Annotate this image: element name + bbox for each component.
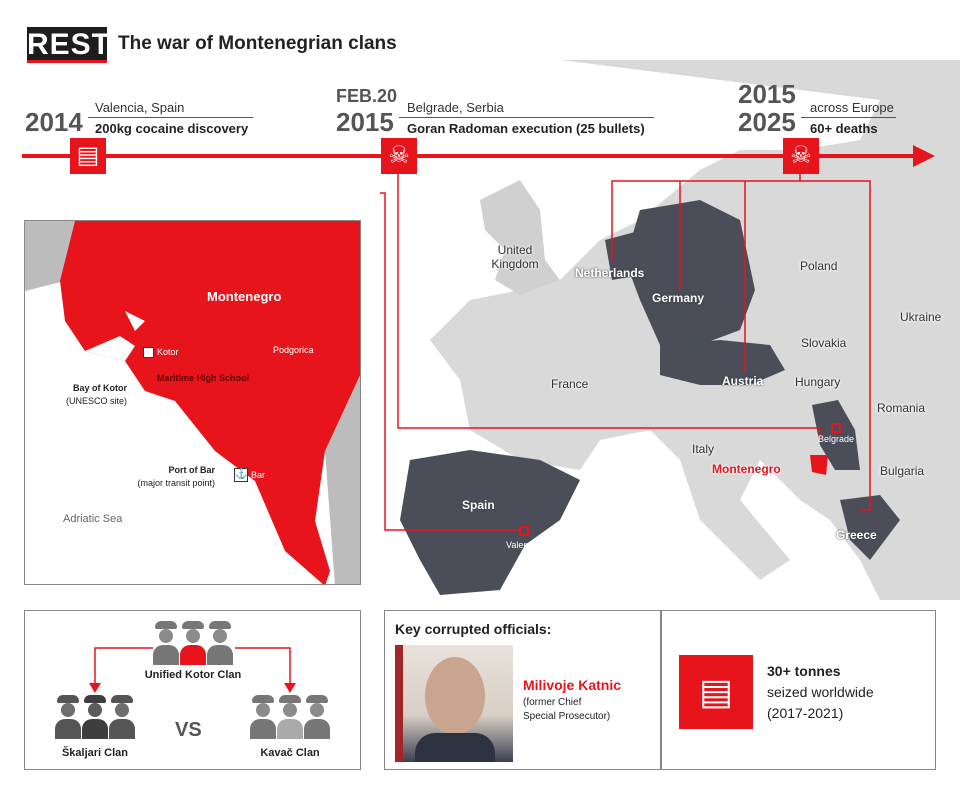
kavac-clan-label: Kavač Clan	[260, 747, 320, 759]
label-bay-note: (UNESCO site)	[65, 396, 127, 406]
label-bar: Bar	[251, 470, 266, 480]
label-greece: Greece	[836, 528, 877, 542]
label-port-of-bar: Port of Bar	[168, 465, 215, 475]
serbia-shape	[812, 400, 860, 470]
montenegro-shape	[810, 455, 828, 475]
label-podgorica: Podgorica	[273, 345, 314, 355]
label-kotor: Kotor	[157, 347, 179, 357]
label-poland: Poland	[800, 259, 838, 273]
unified-clan-label: Unified Kotor Clan	[144, 669, 242, 681]
timeline-arrow-icon	[913, 145, 935, 167]
official-role-line2: Special Prosecutor)	[523, 711, 611, 722]
label-valencia: Valencia	[506, 540, 540, 550]
skull-icon: ☠	[783, 138, 819, 174]
uk-shape	[480, 180, 560, 295]
label-port-note: (major transit point)	[137, 478, 215, 488]
label-france: France	[551, 377, 589, 391]
unified-clan-icon	[153, 621, 233, 665]
label-montenegro: Montenegro	[712, 462, 781, 476]
official-name: Milivoje Katnic	[523, 677, 622, 693]
label-ukraine: Ukraine	[900, 310, 942, 324]
label-slovakia: Slovakia	[801, 336, 847, 350]
spain-shape	[400, 450, 580, 595]
label-italy: Italy	[692, 442, 715, 456]
austria-shape	[660, 340, 785, 385]
label-maritime-school: Maritime High School	[157, 373, 250, 383]
seized-text: seized worldwide	[767, 684, 874, 700]
europe-map	[380, 60, 960, 620]
kavac-clan-icon	[250, 695, 330, 739]
seized-amount: 30+ tonnes	[767, 663, 841, 679]
netherlands-shape	[605, 232, 640, 280]
officials-heading: Key corrupted officials:	[395, 621, 552, 637]
seized-period: (2017-2021)	[767, 705, 844, 721]
school-icon	[143, 347, 154, 358]
germany-shape	[625, 200, 755, 345]
label-netherlands: Netherlands	[575, 266, 645, 280]
label-austria: Austria	[722, 374, 764, 388]
skaljari-clan-label: Škaljari Clan	[61, 747, 129, 759]
page-title: The war of Montenegrian clans	[118, 33, 397, 54]
timeline-event: 200kg cocaine discovery	[95, 121, 249, 136]
timeline-year: 2025	[738, 107, 796, 137]
divider	[660, 611, 662, 769]
rest-logo: REST	[27, 27, 112, 63]
anchor-icon: ⚓	[234, 468, 248, 482]
skaljari-clan-icon	[55, 695, 135, 739]
timeline-year: 2014	[25, 107, 83, 137]
timeline-line	[22, 154, 917, 158]
timeline-date: 2015	[738, 79, 796, 109]
timeline-year: 2015	[336, 107, 394, 137]
timeline-place: Belgrade, Serbia	[407, 100, 504, 115]
official-role-line1: (former Chief	[523, 697, 582, 708]
label-adriatic-sea: Adriatic Sea	[63, 513, 123, 525]
link-valencia	[380, 192, 520, 531]
timeline-place: Valencia, Spain	[95, 100, 185, 115]
montenegro-inset-map: Montenegro Kotor Maritime High School Po…	[24, 220, 361, 585]
label-spain: Spain	[462, 498, 495, 512]
vs-label: VS	[175, 719, 202, 741]
timeline-date: FEB.20	[336, 86, 398, 106]
skull-icon: ☠	[381, 138, 417, 174]
official-photo	[395, 645, 513, 762]
clans-panel: Unified Kotor Clan Škaljari Clan VS Kava…	[24, 610, 361, 770]
inset-map-shapes	[25, 221, 360, 584]
label-bay-of-kotor: Bay of Kotor	[73, 383, 127, 393]
cocaine-bag-icon: ▤	[70, 138, 106, 174]
split-arrows	[89, 647, 296, 693]
link-europe	[611, 174, 871, 511]
link-belgrade	[397, 174, 821, 440]
label-germany: Germany	[652, 291, 705, 305]
officials-panel: Key corrupted officials: Milivoje Katnic…	[384, 610, 936, 770]
greece-shape	[840, 495, 900, 560]
label-belgrade: Belgrade	[818, 434, 855, 444]
label-romania: Romania	[877, 401, 926, 415]
label-united-kingdom: United Kingdom	[491, 243, 539, 271]
label-bulgaria: Bulgaria	[880, 464, 925, 478]
timeline-place: across Europe	[810, 100, 894, 115]
label-hungary: Hungary	[795, 375, 841, 389]
timeline-event: 60+ deaths	[810, 121, 878, 136]
seized-bag-icon: ▤	[679, 655, 753, 729]
inset-country-label: Montenegro	[207, 289, 282, 304]
timeline-event: Goran Radoman execution (25 bullets)	[407, 121, 645, 136]
